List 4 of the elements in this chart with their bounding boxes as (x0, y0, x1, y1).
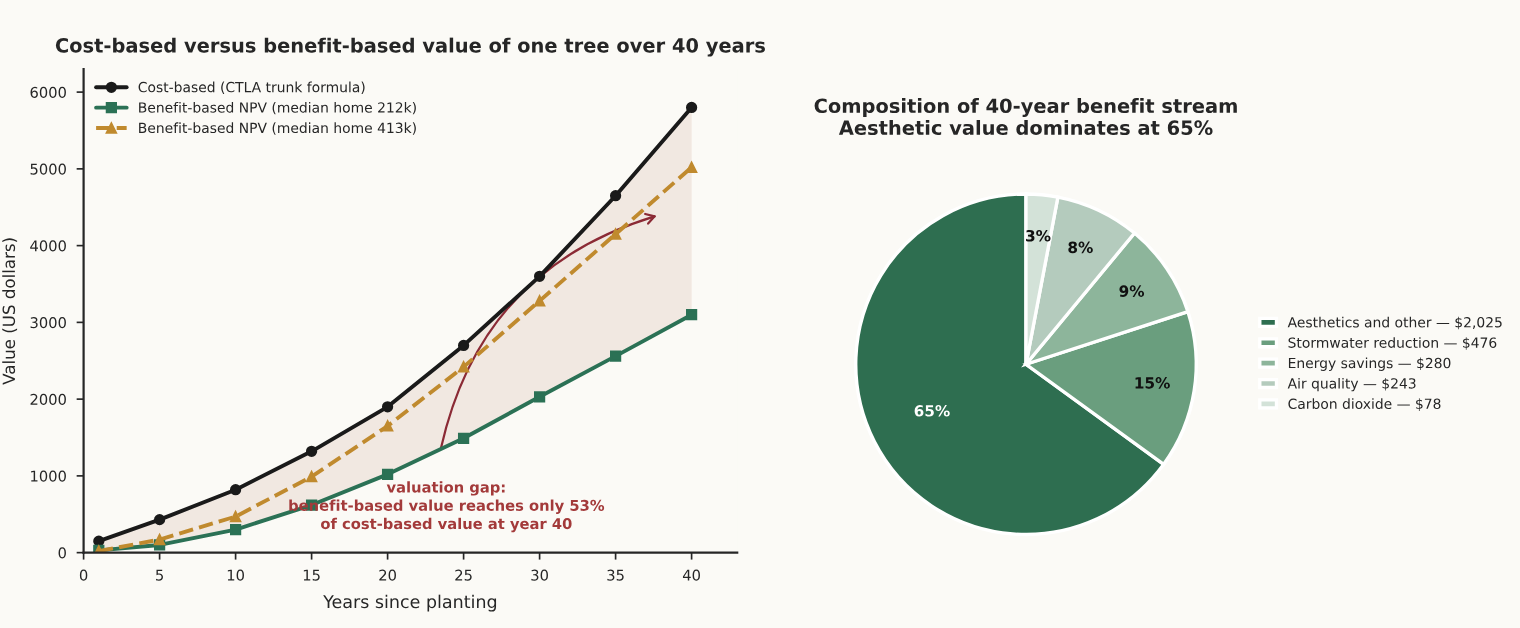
chart-title: Composition of 40-year benefit stream Aesthetic value dominates at 65% (814, 98, 1237, 136)
chart-title: Cost-based versus benefit-based value of one tree over 40 years (55, 37, 765, 57)
x-axis-title: Years since planting (323, 594, 497, 612)
y-axis-title: Value (US dollars) (2, 238, 18, 385)
